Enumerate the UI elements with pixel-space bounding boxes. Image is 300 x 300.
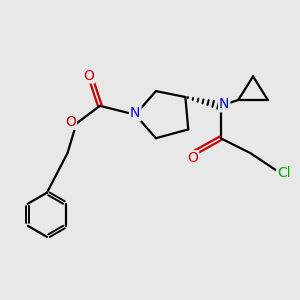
Text: N: N (130, 106, 140, 120)
Text: O: O (187, 151, 198, 165)
Text: Cl: Cl (277, 166, 291, 180)
Text: O: O (83, 68, 94, 83)
Text: N: N (219, 98, 230, 111)
Text: O: O (65, 115, 76, 129)
